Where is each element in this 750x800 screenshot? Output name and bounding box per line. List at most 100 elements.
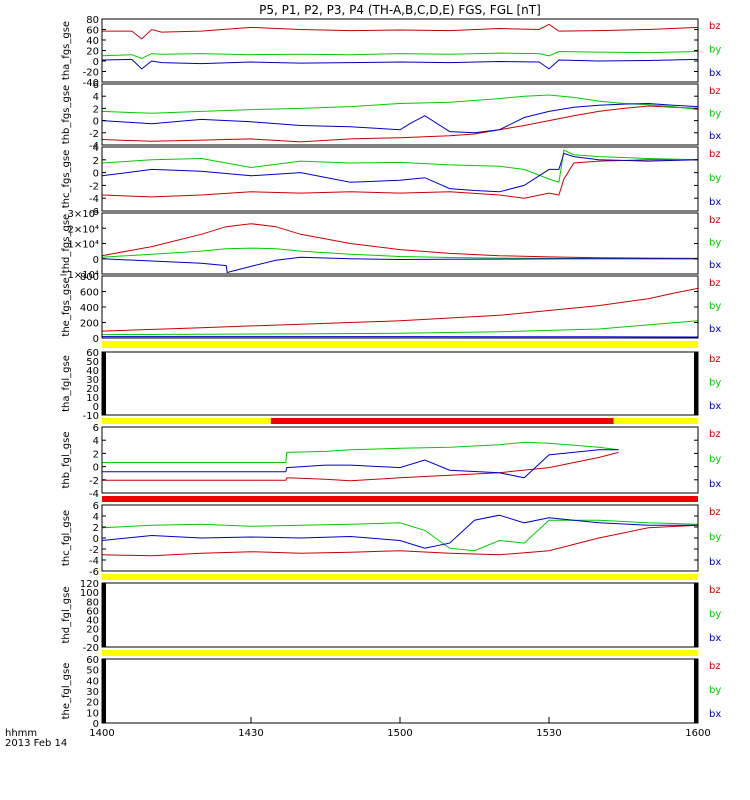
y-tick-label: 60 xyxy=(86,26,99,37)
x-tick-label: 1600 xyxy=(685,728,710,739)
panel-label: thb_fgl_gse xyxy=(61,432,72,489)
y-tick-label: 0 xyxy=(93,402,99,413)
legend-by: by xyxy=(709,685,721,696)
y-tick-label: −1×10⁴ xyxy=(59,270,99,281)
y-tick-label: 6 xyxy=(93,501,99,512)
legend-bx: bx xyxy=(709,324,721,335)
legend-bz: bz xyxy=(709,507,721,518)
y-tick-label: 60 xyxy=(86,655,99,666)
y-tick-label: 2 xyxy=(93,449,99,460)
y-tick-label: 4 xyxy=(93,512,99,523)
panel-label: thc_fgs_gse xyxy=(61,150,72,209)
y-tick-label: 10 xyxy=(86,708,99,719)
series-the_fgs_gse-bz xyxy=(102,287,698,332)
x-tick-label: 1430 xyxy=(238,728,263,739)
y-tick-label: 0 xyxy=(93,255,99,266)
y-tick-label: 80 xyxy=(86,597,99,608)
panel-label: the_fgl_gse xyxy=(61,663,72,720)
legend-bz: bz xyxy=(709,21,721,32)
y-tick-label: 80 xyxy=(86,15,99,26)
x-axis: 1400 1430 1500 1530 1600 xyxy=(89,717,711,739)
legend-bz: bz xyxy=(709,429,721,440)
y-tick-label: -20 xyxy=(83,643,99,654)
panel-label: tha_fgl_gse xyxy=(61,355,72,412)
flag-bar-segment xyxy=(102,341,698,348)
y-tick-label: 20 xyxy=(86,384,99,395)
y-tick-label: 20 xyxy=(86,625,99,636)
y-tick-label: 0 xyxy=(93,719,99,730)
panel-label: thb_fgs_gse xyxy=(61,85,72,144)
panel-frame xyxy=(101,351,699,416)
series-thb_fgl_gse-bx xyxy=(102,449,619,479)
y-tick-label: 0 xyxy=(93,169,99,180)
x-tick-label: 1530 xyxy=(536,728,561,739)
legend-bz: bz xyxy=(709,354,721,365)
panel-frame xyxy=(101,83,699,146)
series-tha_fgs_gse-by xyxy=(102,50,698,59)
legend-by: by xyxy=(709,378,721,389)
y-tick-label: 3×10⁴ xyxy=(68,209,99,220)
y-tick-label: 40 xyxy=(86,616,99,627)
series-thb_fgl_gse-by xyxy=(102,441,619,463)
panel-label: thd_fgs_gse xyxy=(61,214,72,273)
panel-frame xyxy=(101,582,699,648)
chart-title: P5, P1, P2, P3, P4 (TH-A,B,C,D,E) FGS, F… xyxy=(259,3,541,17)
legend-bx: bx xyxy=(709,131,721,142)
y-tick-label: 60 xyxy=(86,348,99,359)
panel-frame xyxy=(101,146,699,212)
y-tick-label: -10 xyxy=(83,411,99,422)
y-tick-label: -2 xyxy=(89,476,99,487)
y-tick-label: 0 xyxy=(93,57,99,68)
flag-bar-segment xyxy=(613,418,698,424)
legend-by: by xyxy=(709,238,721,249)
legend-bx: bx xyxy=(709,479,721,490)
y-tick-label: 20 xyxy=(86,698,99,709)
legend-by: by xyxy=(709,45,721,56)
y-tick-label: 100 xyxy=(80,588,99,599)
y-tick-label: -2 xyxy=(89,545,99,556)
series-tha_fgs_gse-bz xyxy=(102,23,698,40)
y-tick-label: -40 xyxy=(83,78,99,89)
flag-bar-segment xyxy=(102,496,698,502)
y-tick-label: 2×10⁴ xyxy=(68,224,99,235)
series-thb_fgl_gse-bz xyxy=(102,451,619,482)
flag-bar-segment xyxy=(102,418,271,424)
flag-bars-layer xyxy=(102,341,698,656)
legend-bz: bz xyxy=(709,278,721,289)
y-tick-label: 50 xyxy=(86,357,99,368)
y-tick-label: 120 xyxy=(80,579,99,590)
series-thd_fgs_gse-bx xyxy=(102,256,698,274)
x-axis-label-date: 2013 Feb 14 xyxy=(5,738,67,749)
y-tick-label: 4 xyxy=(93,92,99,103)
panel-label: thc_fgl_gse xyxy=(61,510,72,566)
legend-bz: bz xyxy=(709,661,721,672)
y-tick-label: 30 xyxy=(86,687,99,698)
y-tick-label: 6 xyxy=(93,423,99,434)
y-tick-label: 40 xyxy=(86,366,99,377)
x-tick-label: 1400 xyxy=(89,728,114,739)
panel-frame xyxy=(101,658,699,724)
y-tick-label: -2 xyxy=(89,129,99,140)
y-tick-label: 6 xyxy=(93,80,99,91)
legend-by: by xyxy=(709,301,721,312)
panel-label: the_fgs_gse xyxy=(61,277,72,336)
y-tick-label: -2 xyxy=(89,181,99,192)
series-thc_fgs_gse-bx xyxy=(102,152,698,193)
flag-bar-segment xyxy=(102,650,698,656)
series-thc_fgs_gse-by xyxy=(102,149,698,183)
legend-bx: bx xyxy=(709,401,721,412)
series-thc_fgl_gse-bx xyxy=(102,514,698,549)
series-tha_fgs_gse-bx xyxy=(102,58,698,70)
y-tick-label: 0 xyxy=(93,334,99,345)
y-tick-label: -4 xyxy=(89,489,99,500)
y-tick-label: -4 xyxy=(89,556,99,567)
panel-right-edge-fill xyxy=(694,583,698,647)
y-tick-label: 4 xyxy=(93,143,99,154)
